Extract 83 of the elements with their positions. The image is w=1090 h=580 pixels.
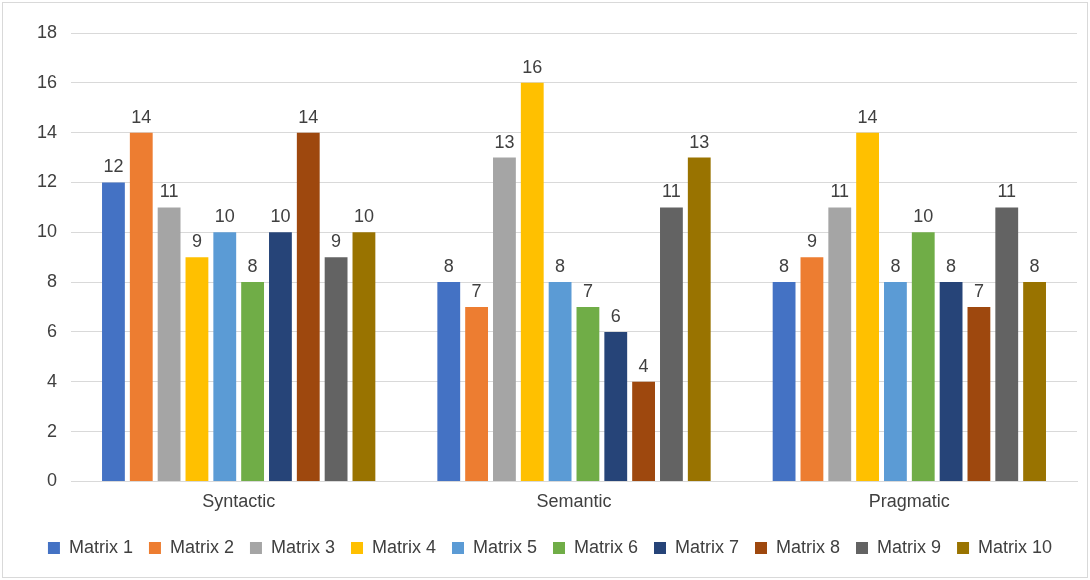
data-label: 8 — [946, 256, 957, 277]
bar — [800, 257, 824, 481]
bar — [632, 381, 655, 481]
data-label: 11 — [662, 181, 681, 202]
bar — [911, 232, 935, 481]
data-label: 10 — [270, 206, 291, 227]
y-tick-label: 12 — [36, 171, 58, 192]
data-label: 12 — [103, 156, 124, 177]
data-label: 9 — [331, 231, 342, 252]
legend-label: Matrix 8 — [776, 536, 841, 557]
bar — [687, 157, 711, 481]
legend-label: Matrix 2 — [169, 536, 234, 557]
data-label: 14 — [298, 106, 319, 127]
data-label: 11 — [997, 181, 1017, 202]
x-tick-label: Pragmatic — [868, 491, 950, 512]
bar — [493, 157, 516, 481]
bar — [995, 207, 1019, 481]
y-tick-label: 14 — [36, 121, 58, 142]
legend-label: Matrix 4 — [371, 536, 436, 557]
data-label: 13 — [689, 131, 710, 152]
bar — [939, 282, 963, 481]
bar — [772, 282, 796, 481]
data-label: 8 — [247, 256, 258, 277]
data-label: 16 — [522, 56, 543, 77]
y-tick-label: 8 — [47, 271, 58, 292]
legend-label: Matrix 7 — [675, 536, 740, 557]
data-label: 8 — [443, 256, 454, 277]
data-label: 8 — [1029, 256, 1040, 277]
bar — [352, 232, 376, 481]
data-label: 8 — [779, 256, 790, 277]
legend-label: Matrix 3 — [270, 536, 335, 557]
bar — [1023, 282, 1046, 481]
y-tick-label: 2 — [47, 420, 58, 441]
bar — [241, 282, 265, 481]
legend-label: Matrix 6 — [573, 536, 639, 557]
data-label: 4 — [638, 355, 649, 376]
data-label: 9 — [191, 231, 202, 252]
bar — [548, 282, 572, 481]
data-label: 7 — [471, 280, 482, 301]
bar — [856, 132, 879, 481]
legend-label: Matrix 5 — [472, 536, 537, 557]
legend-label: Matrix 1 — [68, 536, 133, 557]
bar — [157, 207, 181, 481]
bar — [129, 132, 153, 481]
bar — [324, 257, 348, 481]
bar — [604, 331, 628, 481]
bar — [185, 257, 209, 481]
bar — [520, 82, 544, 481]
data-label: 7 — [973, 280, 984, 301]
data-label: 11 — [830, 181, 850, 202]
data-label: 9 — [806, 231, 817, 252]
y-tick-label: 6 — [47, 320, 58, 341]
data-label: 14 — [131, 106, 152, 127]
bar — [213, 232, 237, 481]
data-label: 11 — [159, 181, 179, 202]
bar — [660, 207, 683, 481]
bar — [967, 307, 991, 481]
y-tick-label: 16 — [36, 71, 58, 92]
bar — [102, 182, 125, 481]
data-label: 10 — [913, 206, 934, 227]
data-label: 10 — [214, 206, 235, 227]
data-label: 6 — [610, 305, 621, 326]
bar — [828, 207, 852, 481]
bar — [296, 132, 320, 481]
y-tick-label: 0 — [47, 470, 58, 491]
legend-label: Matrix 10 — [978, 536, 1053, 557]
data-label: 7 — [582, 280, 593, 301]
data-label: 14 — [857, 106, 878, 127]
x-tick-label: Semantic — [536, 491, 612, 512]
legend-label: Matrix 9 — [877, 536, 942, 557]
y-tick-label: 10 — [36, 221, 58, 242]
data-label: 13 — [494, 131, 515, 152]
x-tick-label: Syntactic — [202, 491, 276, 512]
y-tick-label: 4 — [47, 370, 58, 391]
bar — [269, 232, 292, 481]
y-tick-label: 18 — [36, 21, 58, 42]
bar — [437, 282, 461, 481]
bar — [884, 282, 907, 481]
data-label: 10 — [353, 206, 374, 227]
bar — [465, 307, 489, 481]
data-label: 8 — [890, 256, 901, 277]
data-label: 8 — [555, 256, 566, 277]
bar — [576, 307, 600, 481]
